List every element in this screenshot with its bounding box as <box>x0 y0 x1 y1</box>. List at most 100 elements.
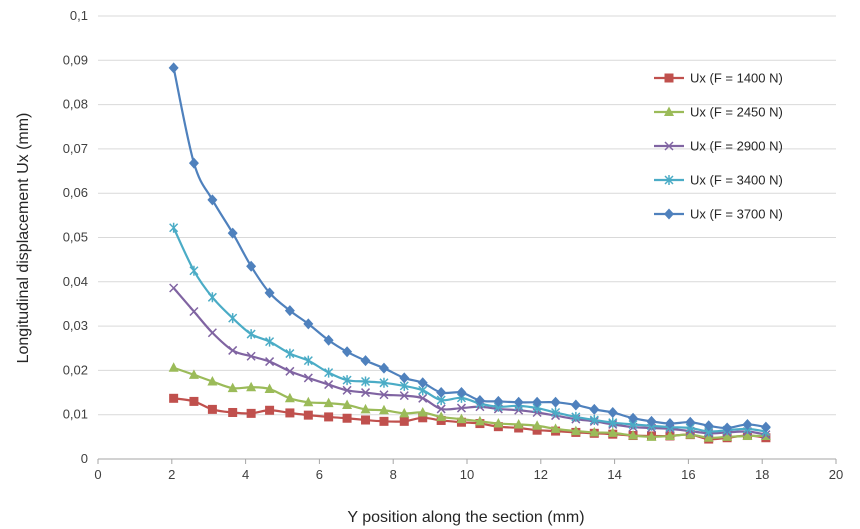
data-point <box>722 422 733 434</box>
data-point <box>685 429 696 439</box>
data-point <box>285 366 295 376</box>
y-tick-label: 0,1 <box>70 8 88 23</box>
data-point <box>342 346 353 358</box>
data-point <box>628 412 639 424</box>
data-point <box>246 408 256 418</box>
legend: Ux (F = 1400 N) Ux (F = 2450 N) Ux (F = 29… <box>654 71 783 222</box>
data-point <box>169 393 179 403</box>
data-point <box>607 406 618 418</box>
data-point <box>303 410 313 420</box>
x-tick-label: 12 <box>534 467 548 482</box>
gridlines <box>98 15 836 416</box>
data-point <box>342 399 353 409</box>
data-point <box>607 427 618 437</box>
data-point <box>285 348 295 359</box>
data-point <box>550 423 561 433</box>
data-point <box>264 287 275 299</box>
data-point <box>360 403 371 414</box>
legend-label: Ux (F = 1400 N) <box>690 71 783 86</box>
data-point <box>532 420 543 430</box>
data-point <box>207 292 217 303</box>
data-point <box>207 375 218 386</box>
data-point <box>456 403 466 413</box>
data-point <box>303 396 314 407</box>
data-point <box>323 397 334 408</box>
legend-label: Ux (F = 2450 N) <box>690 105 783 120</box>
data-point <box>513 418 524 429</box>
data-point <box>417 377 428 389</box>
data-point <box>456 387 467 399</box>
data-point <box>342 385 352 395</box>
legend-label: Ux (F = 2900 N) <box>690 139 783 154</box>
data-point <box>570 425 581 436</box>
data-point <box>228 345 238 355</box>
data-point <box>342 413 352 423</box>
data-point <box>378 404 389 415</box>
data-point <box>399 391 409 401</box>
legend-label: Ux (F = 3400 N) <box>690 173 783 188</box>
data-point <box>703 420 714 432</box>
x-tick-label: 16 <box>681 467 695 482</box>
y-tick-label: 0,03 <box>63 318 88 333</box>
y-tick-label: 0,07 <box>63 141 88 156</box>
data-point <box>703 432 714 442</box>
x-tick-label: 0 <box>94 467 101 482</box>
legend-item: Ux (F = 3400 N) <box>654 173 783 188</box>
data-point <box>246 260 257 272</box>
series-5 <box>168 62 771 434</box>
y-tick-label: 0,02 <box>63 362 88 377</box>
data-point <box>264 383 275 394</box>
data-point <box>360 376 371 387</box>
data-point <box>760 421 771 433</box>
data-point <box>685 416 696 428</box>
series-group <box>168 62 771 444</box>
data-point <box>418 413 428 423</box>
data-point <box>342 375 352 386</box>
y-tick-label: 0,01 <box>63 407 88 422</box>
data-point <box>246 351 256 361</box>
legend-item: Ux (F = 3700 N) <box>654 207 783 222</box>
data-point <box>246 381 257 392</box>
data-point <box>378 362 389 374</box>
data-point <box>608 417 618 428</box>
data-point <box>664 430 675 440</box>
data-point <box>188 157 199 169</box>
legend-marker <box>664 208 674 220</box>
data-point <box>742 418 753 430</box>
x-tick-label: 6 <box>316 467 323 482</box>
legend-marker <box>664 73 674 83</box>
data-point <box>207 404 217 414</box>
data-point <box>324 412 334 422</box>
y-tick-label: 0,09 <box>63 52 88 67</box>
data-point <box>284 305 295 317</box>
data-point <box>417 406 428 417</box>
data-point <box>493 395 504 407</box>
data-point <box>228 313 238 324</box>
data-point <box>664 418 675 430</box>
y-axis-title: Longitudinal displacement Ux (mm) <box>15 113 32 364</box>
data-point <box>360 355 371 367</box>
y-tick-label: 0,05 <box>63 230 88 245</box>
data-point <box>532 396 543 408</box>
data-point <box>169 283 179 293</box>
y-tick-label: 0 <box>81 451 88 466</box>
data-point <box>169 222 179 233</box>
data-point <box>324 367 334 378</box>
data-point <box>189 265 199 276</box>
data-point <box>589 426 600 437</box>
data-point <box>399 407 410 418</box>
x-tick-label: 10 <box>460 467 474 482</box>
data-point <box>571 411 581 422</box>
data-point <box>168 62 179 74</box>
data-point <box>188 369 199 379</box>
legend-label: Ux (F = 3700 N) <box>690 207 783 222</box>
data-point <box>399 372 410 384</box>
data-point <box>589 403 600 415</box>
data-point <box>324 380 334 390</box>
data-point <box>303 318 314 330</box>
data-point <box>265 405 275 415</box>
legend-marker <box>664 141 674 151</box>
data-point <box>513 396 524 408</box>
data-point <box>474 415 485 426</box>
